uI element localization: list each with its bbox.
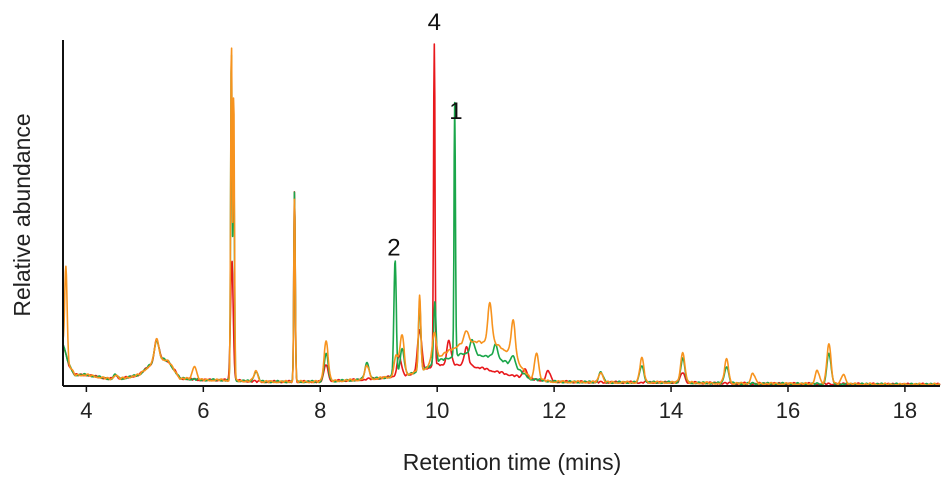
x-tick-label: 10 bbox=[425, 398, 449, 423]
series-green bbox=[62, 54, 941, 387]
peak-annotation-layer: 4 1 2 bbox=[387, 9, 462, 262]
series-layer bbox=[62, 43, 941, 387]
y-axis-title: Relative abundance bbox=[9, 113, 35, 316]
x-tick-layer: 4 6 8 10 12 14 16 18 bbox=[80, 386, 917, 423]
peak-label: 4 bbox=[428, 9, 441, 36]
x-tick-label: 8 bbox=[314, 398, 326, 423]
x-tick-label: 4 bbox=[80, 398, 92, 423]
series-red bbox=[62, 43, 941, 387]
x-tick-label: 12 bbox=[542, 398, 566, 423]
x-tick-label: 6 bbox=[197, 398, 209, 423]
peak-label: 2 bbox=[387, 235, 400, 262]
peak-label: 1 bbox=[449, 98, 462, 125]
x-tick-label: 16 bbox=[776, 398, 800, 423]
series-orange bbox=[62, 47, 941, 387]
x-tick-label: 18 bbox=[893, 398, 917, 423]
x-tick-label: 14 bbox=[659, 398, 683, 423]
x-axis-title: Retention time (mins) bbox=[403, 449, 622, 475]
